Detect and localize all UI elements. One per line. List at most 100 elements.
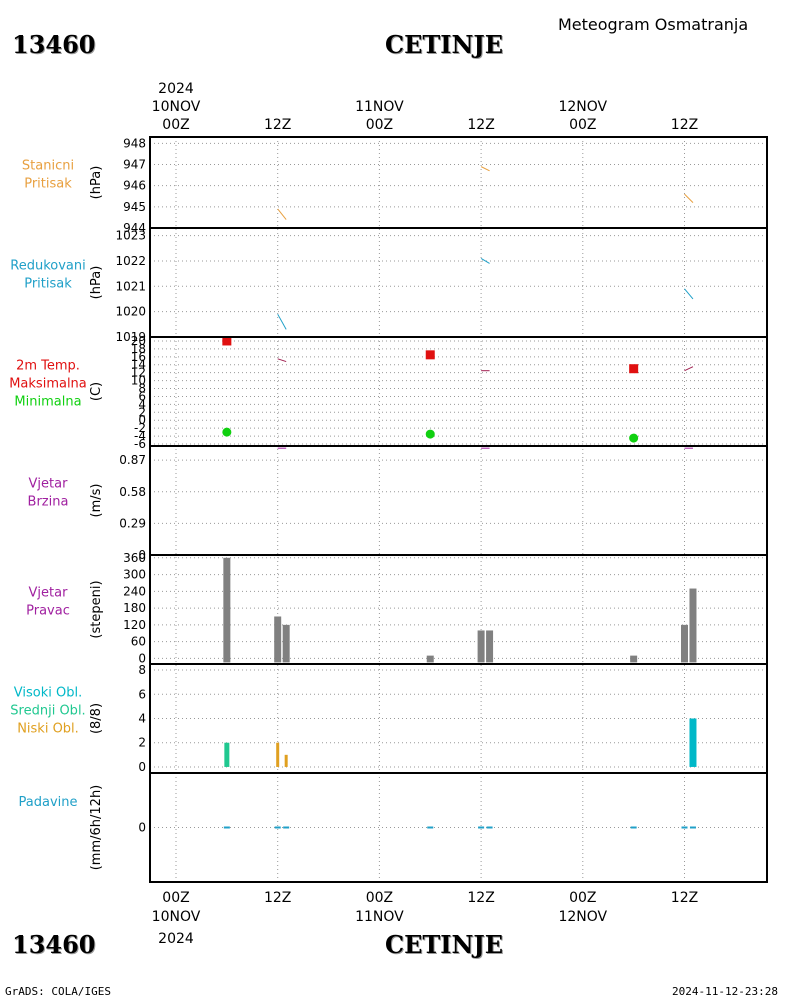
tmin-point-0 (222, 427, 232, 437)
station-id-bottom: 13460 (12, 930, 96, 959)
panel-1-segment-1 (480, 257, 490, 264)
panel-4-label-0: Vjetar (29, 586, 69, 601)
wind-dir-bar-4 (477, 630, 485, 663)
panel-5-ylabel: (8/8) (89, 703, 104, 734)
panel-0-ytick-2: 946 (123, 179, 146, 193)
panel-3-ylabel: (m/s) (89, 484, 104, 518)
bottom-hour-label-0: 00Z (162, 890, 189, 906)
panel-2-ytick-1: -4 (134, 429, 146, 443)
cloud-bar-2 (284, 754, 288, 767)
station-name-top: CETINJE (385, 30, 504, 59)
wind-dir-bar-6 (630, 655, 638, 663)
wind-dir-bar-2 (282, 624, 290, 663)
panel-4-ytick-4: 240 (123, 584, 146, 598)
panel-2-ytick-6: 6 (138, 389, 146, 403)
panel-4-label-1: Pravac (26, 604, 70, 619)
panel-3-label-1: Brzina (28, 495, 69, 510)
bottom-date-label-2: 11NOV (355, 909, 404, 925)
top-year-label: 2024 (158, 81, 194, 97)
station-id-top: 13460 (12, 30, 96, 59)
cloud-bar-0 (224, 742, 230, 767)
bottom-hour-label-2: 00Z (366, 890, 393, 906)
top-hour-label-0: 00Z (162, 117, 189, 133)
panel-5-ytick-4: 8 (138, 663, 146, 677)
wind-dir-bar-8 (689, 588, 697, 663)
panel-2-label-2: Minimalna (14, 395, 81, 410)
tmax-point-2 (629, 364, 639, 374)
panel-2-label-0: 2m Temp. (16, 359, 80, 374)
panel-2-ytick-11: 16 (131, 350, 146, 364)
wind-dir-bar-1 (274, 616, 282, 663)
bottom-year-label: 2024 (158, 931, 194, 947)
temp-segment-0 (277, 358, 287, 363)
top-date-label-4: 12NOV (558, 99, 607, 115)
panel-1-segment-2 (684, 288, 694, 300)
cloud-bar-3 (689, 718, 697, 767)
panel-3-ytick-2: 0.58 (119, 485, 146, 499)
bottom-hour-label-3: 12Z (467, 890, 494, 906)
top-hour-label-4: 00Z (569, 117, 596, 133)
panel-0-ytick-0: 944 (123, 221, 146, 235)
panel-2-ytick-4: 2 (138, 405, 146, 419)
panel-1-ytick-3: 1022 (115, 254, 146, 268)
cloud-bar-1 (276, 742, 280, 767)
panel-4-ytick-5: 300 (123, 568, 146, 582)
panel-4-ytick-3: 180 (123, 601, 146, 615)
wind-dir-bar-3 (426, 655, 434, 663)
wind-dir-bar-7 (681, 624, 688, 663)
panel-1-label-1: Pritisak (24, 277, 72, 292)
panel-2-ytick-10: 14 (131, 358, 146, 372)
panel-2-ytick-8: 10 (131, 374, 146, 388)
wind-dir-bar-0 (223, 557, 231, 663)
top-date-label-0: 10NOV (152, 99, 201, 115)
panel-2-ytick-7: 8 (138, 382, 146, 396)
panel-4-frame (149, 554, 768, 665)
panel-1-ytick-4: 1023 (115, 229, 146, 243)
top-hour-label-5: 12Z (671, 117, 698, 133)
panel-1-ytick-2: 1021 (115, 279, 146, 293)
panel-1-segment-0 (277, 313, 287, 330)
tmax-point-0 (222, 336, 232, 346)
temp-segment-2 (684, 366, 694, 372)
panel-1-ytick-0: 1019 (115, 330, 146, 344)
panel-0-ytick-4: 948 (123, 136, 146, 150)
tmax-point-1 (425, 350, 435, 360)
panel-2-ytick-3: 0 (138, 413, 146, 427)
panel-0-label-1: Pritisak (24, 177, 72, 192)
meteogram-title: Meteogram Osmatranja (558, 15, 749, 34)
panel-3-label-0: Vjetar (29, 477, 69, 492)
panel-0-segment-0 (277, 208, 287, 220)
panel-5-label-0: Visoki Obl. (14, 686, 82, 701)
top-hour-label-1: 12Z (264, 117, 291, 133)
tmin-point-1 (425, 429, 435, 439)
panel-4-ylabel: (stepeni) (89, 580, 104, 638)
bottom-date-label-0: 10NOV (152, 909, 201, 925)
panel-5-label-1: Srednji Obl. (10, 704, 85, 719)
panel-2-ytick-9: 12 (131, 366, 146, 380)
panel-4-ytick-0: 0 (138, 651, 146, 665)
wind-dir-bar-5 (486, 630, 494, 663)
footer-timestamp: 2024-11-12-23:28 (672, 985, 778, 998)
panel-0-ytick-1: 945 (123, 200, 146, 214)
panel-2-ylabel: (C) (89, 382, 104, 401)
panel-1-ytick-1: 1020 (115, 305, 146, 319)
bottom-hour-label-5: 12Z (671, 890, 698, 906)
panel-0-segment-1 (480, 166, 490, 172)
panel-0-segment-2 (684, 193, 694, 203)
footer-credit: GrADS: COLA/IGES (5, 985, 111, 998)
panel-6-ytick-0: 0 (138, 821, 146, 835)
panel-1-ylabel: (hPa) (89, 266, 104, 300)
panel-2-ytick-2: -2 (134, 421, 146, 435)
panel-0-label-0: Stanicni (22, 159, 74, 174)
panel-5-ytick-0: 0 (138, 760, 146, 774)
panel-0-ytick-3: 947 (123, 158, 146, 172)
panel-4-ytick-6: 360 (123, 551, 146, 565)
panel-2-frame (149, 336, 768, 447)
panel-3-ytick-1: 0.29 (119, 516, 146, 530)
panel-2-ytick-12: 18 (131, 342, 146, 356)
bottom-date-label-4: 12NOV (558, 909, 607, 925)
panel-5-label-2: Niski Obl. (17, 722, 79, 737)
top-date-label-2: 11NOV (355, 99, 404, 115)
panel-6-label-0: Padavine (19, 795, 78, 810)
top-hour-label-2: 00Z (366, 117, 393, 133)
